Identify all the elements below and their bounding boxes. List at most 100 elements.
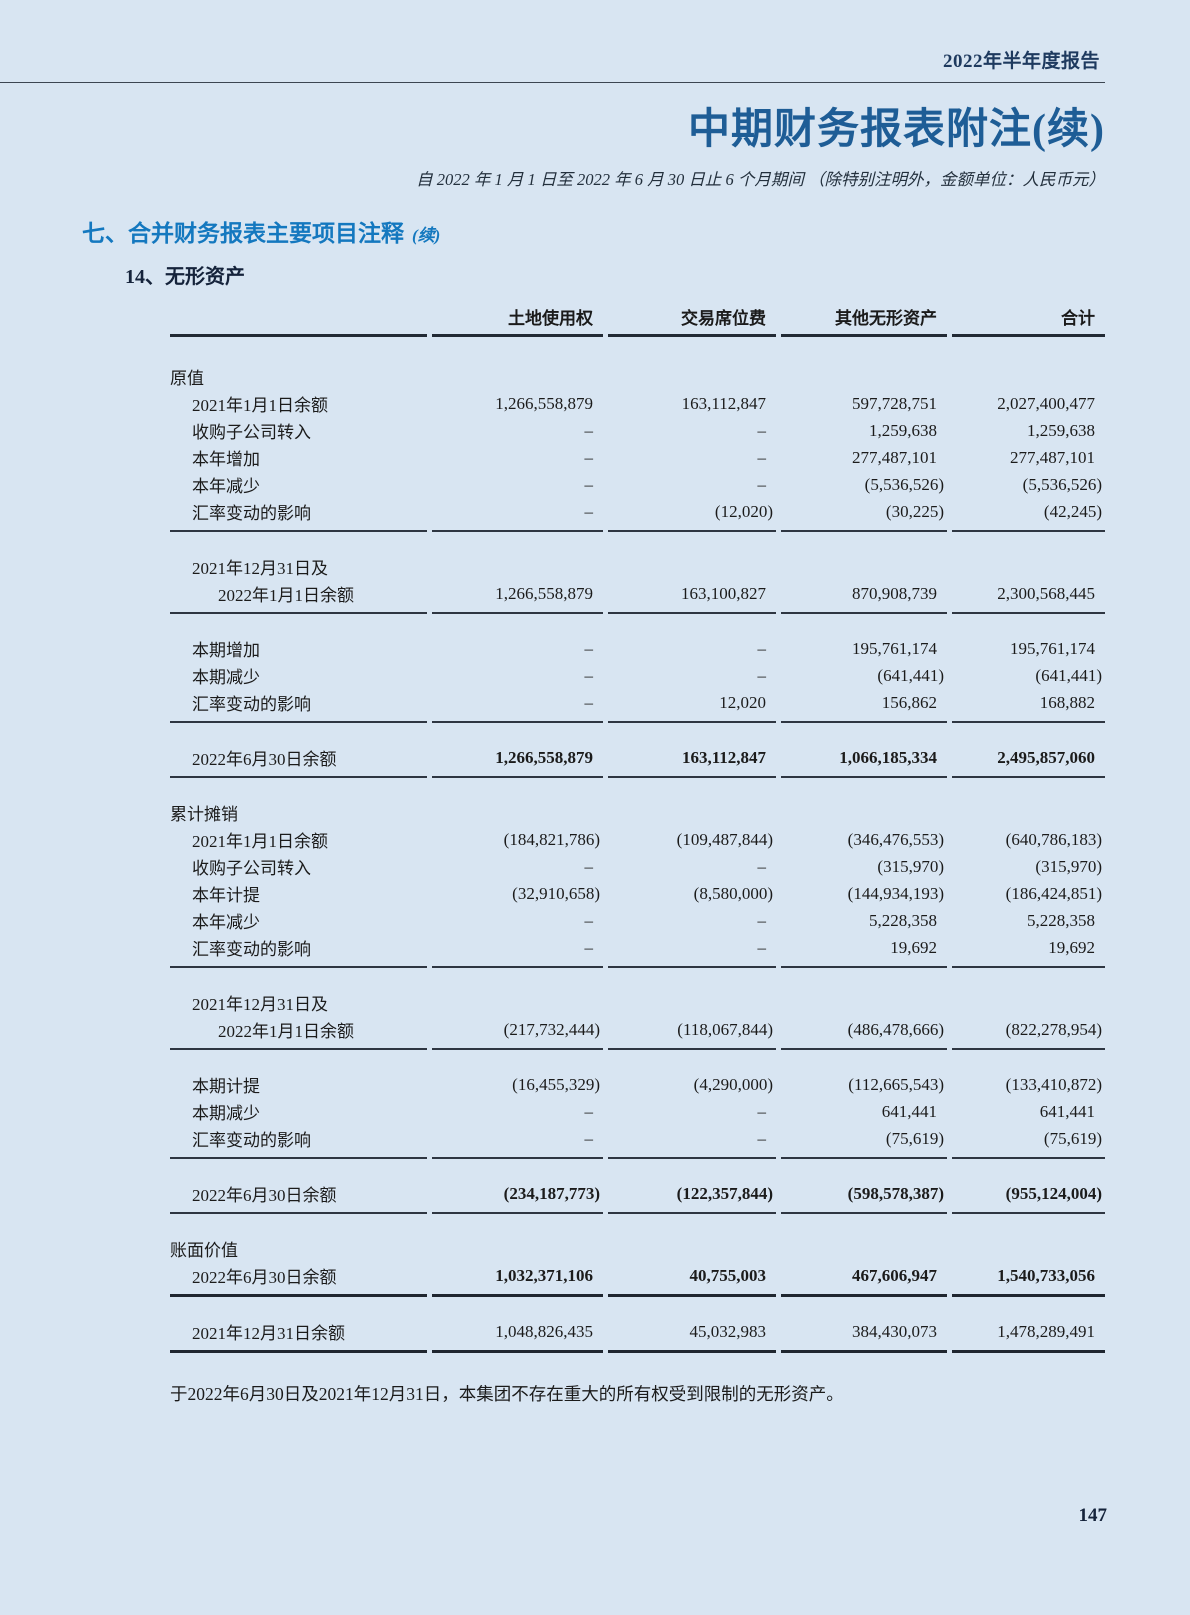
rule-segment bbox=[608, 1212, 776, 1214]
section-label: 累计摊销 bbox=[170, 805, 238, 824]
rule-segment bbox=[952, 776, 1105, 778]
table-cell-value: 467,606,947 bbox=[852, 1265, 937, 1285]
rule-segment bbox=[781, 1350, 947, 1353]
subsection-heading: 14、无形资产 bbox=[125, 266, 245, 288]
rule-segment bbox=[781, 1048, 947, 1050]
table-cell-value: (32,910,658) bbox=[512, 883, 600, 903]
table-cell-value: (186,424,851) bbox=[1005, 883, 1102, 903]
table-cell-value: (640,786,183) bbox=[1005, 829, 1102, 849]
table-row: 2021年12月31日余额 1,048,826,435 45,032,983 384,… bbox=[170, 1318, 1105, 1345]
table-row: 汇率变动的影响 – – (75,619) (75,619) bbox=[170, 1125, 1105, 1152]
table-cell-value: – bbox=[584, 474, 594, 494]
table-rule bbox=[170, 1294, 1105, 1297]
table-cell-value: 641,441 bbox=[1039, 1101, 1095, 1121]
rule-segment bbox=[170, 334, 427, 337]
row-label: 2022年6月30日余额 bbox=[192, 1186, 337, 1205]
note-text: 于2022年6月30日及2021年12月31日，本集团不存在重大的所有权受到限制… bbox=[170, 1384, 844, 1404]
row-label: 本期减少 bbox=[192, 668, 260, 687]
rule-segment bbox=[432, 776, 603, 778]
table-cell-value: – bbox=[584, 1128, 594, 1148]
rule-segment bbox=[432, 612, 603, 614]
table-cell-value: (118,067,844) bbox=[677, 1019, 773, 1039]
report-header: 2022年半年度报告 bbox=[942, 51, 1100, 72]
table-cell-value: 12,020 bbox=[719, 692, 766, 712]
rule-segment bbox=[952, 966, 1105, 968]
rule-segment bbox=[608, 1048, 776, 1050]
table-cell-value: (315,970) bbox=[1035, 856, 1102, 876]
row-label: 本期计提 bbox=[192, 1077, 260, 1096]
rule-segment bbox=[608, 612, 776, 614]
row-label: 汇率变动的影响 bbox=[192, 940, 311, 959]
table-row: 汇率变动的影响 – – 19,692 19,692 bbox=[170, 934, 1105, 961]
table-cell-value: 19,692 bbox=[890, 937, 937, 957]
rule-segment bbox=[170, 966, 427, 968]
table-row: 本期减少 – – 641,441 641,441 bbox=[170, 1098, 1105, 1125]
table-cell-value: – bbox=[757, 937, 767, 957]
table-section-row: 原值 bbox=[170, 363, 1105, 390]
table-cell-value: 195,761,174 bbox=[852, 638, 937, 658]
rule-segment bbox=[781, 966, 947, 968]
column-header: 交易席位费 bbox=[681, 309, 766, 328]
table-cell-value: 1,032,371,106 bbox=[495, 1265, 593, 1285]
table-rule bbox=[170, 776, 1105, 778]
table-row: 2022年1月1日余额 1,266,558,879 163,100,827 870,9… bbox=[170, 580, 1105, 607]
row-label: 汇率变动的影响 bbox=[192, 695, 311, 714]
rule-segment bbox=[608, 1157, 776, 1159]
rule-segment bbox=[781, 334, 947, 337]
table-row: 本年增加 – – 277,487,101 277,487,101 bbox=[170, 444, 1105, 471]
row-label: 2021年1月1日余额 bbox=[192, 832, 328, 851]
table-cell-value: 2,495,857,060 bbox=[997, 747, 1095, 767]
table-cell-value: (42,245) bbox=[1043, 501, 1102, 521]
rule-segment bbox=[608, 966, 776, 968]
table-cell-value: 19,692 bbox=[1048, 937, 1095, 957]
rule-segment bbox=[608, 530, 776, 532]
table-cell-value: (133,410,872) bbox=[1005, 1074, 1102, 1094]
rule-segment bbox=[781, 721, 947, 723]
table-row: 2021年1月1日余额 (184,821,786) (109,487,844) (34… bbox=[170, 826, 1105, 853]
table-cell-value: (184,821,786) bbox=[503, 829, 600, 849]
rule-segment bbox=[432, 334, 603, 337]
table-row: 本年计提 (32,910,658) (8,580,000) (144,934,193)… bbox=[170, 880, 1105, 907]
table-cell-value: 384,430,073 bbox=[852, 1321, 937, 1341]
table-cell-value: – bbox=[584, 638, 594, 658]
table-cell-value: (217,732,444) bbox=[503, 1019, 600, 1039]
row-label: 2022年1月1日余额 bbox=[218, 1022, 354, 1041]
rule-segment bbox=[781, 530, 947, 532]
row-label: 2021年12月31日及 bbox=[192, 995, 328, 1014]
rule-segment bbox=[781, 1157, 947, 1159]
table-cell-value: – bbox=[757, 638, 767, 658]
rule-segment bbox=[170, 1212, 427, 1214]
table-cell-value: – bbox=[757, 856, 767, 876]
table-cell-value: (641,441) bbox=[877, 665, 944, 685]
row-label: 本年增加 bbox=[192, 450, 260, 469]
rule-segment bbox=[432, 966, 603, 968]
row-label: 本年减少 bbox=[192, 913, 260, 932]
rule-segment bbox=[781, 1294, 947, 1297]
table-cell-value: (234,187,773) bbox=[503, 1183, 600, 1203]
table-cell-value: (346,476,553) bbox=[847, 829, 944, 849]
rule-segment bbox=[170, 1294, 427, 1297]
rule-segment bbox=[432, 1294, 603, 1297]
page-title: 中期财务报表附注(续) bbox=[688, 107, 1105, 153]
rule-segment bbox=[170, 612, 427, 614]
table-rule bbox=[170, 1350, 1105, 1353]
table-cell-value: (12,020) bbox=[714, 501, 773, 521]
row-label: 汇率变动的影响 bbox=[192, 504, 311, 523]
rule-segment bbox=[608, 1350, 776, 1353]
table-row: 汇率变动的影响 – (12,020) (30,225) (42,245) bbox=[170, 498, 1105, 525]
table-cell-value: (598,578,387) bbox=[847, 1183, 944, 1203]
table-cell-value: 40,755,003 bbox=[689, 1265, 767, 1285]
rule-segment bbox=[432, 721, 603, 723]
rule-segment bbox=[432, 1212, 603, 1214]
row-label: 2021年12月31日余额 bbox=[192, 1324, 345, 1343]
table-cell-value: – bbox=[757, 1128, 767, 1148]
table-cell-value: – bbox=[584, 910, 594, 930]
table-cell-value: 163,112,847 bbox=[681, 393, 766, 413]
table-cell-value: – bbox=[757, 474, 767, 494]
table-cell-value: – bbox=[584, 937, 594, 957]
row-label: 2022年6月30日余额 bbox=[192, 750, 337, 769]
table-row: 本期减少 – – (641,441) (641,441) bbox=[170, 662, 1105, 689]
page-subtitle: 自 2022 年 1 月 1 日至 2022 年 6 月 30 日止 6 个月期… bbox=[416, 170, 1105, 189]
rule-segment bbox=[781, 776, 947, 778]
table-section-row: 累计摊销 bbox=[170, 799, 1105, 826]
